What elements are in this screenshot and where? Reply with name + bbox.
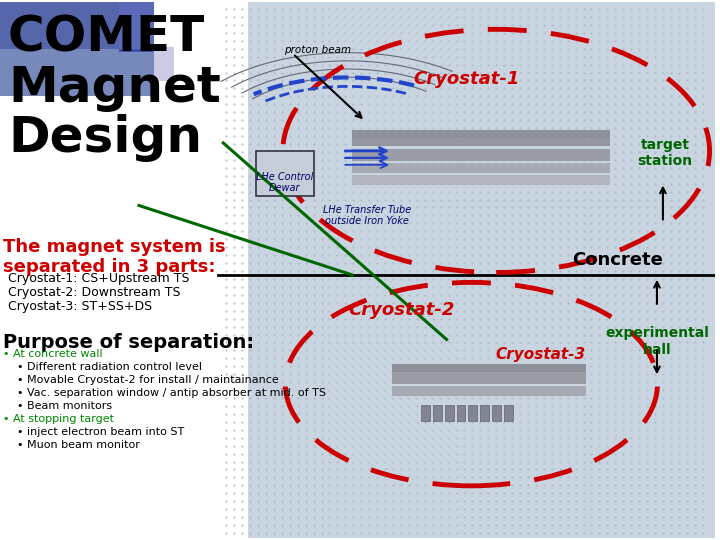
Bar <box>0 2 248 538</box>
Bar <box>392 364 585 372</box>
Bar <box>392 372 585 384</box>
Text: target
station: target station <box>637 138 693 168</box>
Bar <box>433 405 441 421</box>
Text: experimental
hall: experimental hall <box>605 326 709 356</box>
Text: • Beam monitors: • Beam monitors <box>3 401 112 411</box>
Bar <box>352 130 611 138</box>
Bar <box>420 405 430 421</box>
Bar <box>352 138 611 146</box>
Text: Concrete: Concrete <box>572 251 662 269</box>
Text: • At stopping target: • At stopping target <box>3 414 114 424</box>
Text: COMET
Magnet
Design: COMET Magnet Design <box>8 14 221 162</box>
Bar <box>154 47 174 82</box>
Text: Cryostat-1: CS+Upstream TS: Cryostat-1: CS+Upstream TS <box>8 272 189 285</box>
Bar <box>504 405 513 421</box>
Text: Cryostat-3: ST+SS+DS: Cryostat-3: ST+SS+DS <box>8 300 152 313</box>
Bar <box>119 2 154 52</box>
Text: • Movable Cryostat-2 for install / maintainance: • Movable Cryostat-2 for install / maint… <box>3 375 279 385</box>
Bar <box>352 149 611 161</box>
Bar <box>0 49 154 96</box>
Text: Cryostat-2: Cryostat-2 <box>348 301 455 319</box>
Text: Cryostat-3: Cryostat-3 <box>496 347 586 362</box>
Bar <box>0 2 119 52</box>
Bar <box>456 405 465 421</box>
Bar <box>256 151 314 195</box>
Text: • Different radiation control level: • Different radiation control level <box>3 362 202 372</box>
Text: • Muon beam monitor: • Muon beam monitor <box>3 440 140 450</box>
Text: Cryostat-1: Cryostat-1 <box>413 70 520 89</box>
Text: The magnet system is
separated in 3 parts:: The magnet system is separated in 3 part… <box>3 238 225 275</box>
Bar <box>352 175 611 185</box>
Text: LHe Control
Dewar: LHe Control Dewar <box>256 172 313 193</box>
Text: • Vac. separation window / antip absorber at mid. of TS: • Vac. separation window / antip absorbe… <box>3 388 326 398</box>
Text: Cryostat-2: Downstream TS: Cryostat-2: Downstream TS <box>8 286 181 299</box>
Bar <box>218 2 714 538</box>
Bar <box>469 405 477 421</box>
Text: Purpose of separation:: Purpose of separation: <box>3 333 254 352</box>
Text: proton beam: proton beam <box>284 45 351 55</box>
Bar <box>444 405 454 421</box>
Text: • At concrete wall: • At concrete wall <box>3 349 103 360</box>
Bar <box>480 405 490 421</box>
Text: • inject electron beam into ST: • inject electron beam into ST <box>3 427 184 437</box>
Text: LHe Transfer Tube
outside Iron Yoke: LHe Transfer Tube outside Iron Yoke <box>323 205 411 226</box>
Bar <box>492 405 501 421</box>
Bar <box>392 386 585 396</box>
Bar <box>352 163 611 173</box>
